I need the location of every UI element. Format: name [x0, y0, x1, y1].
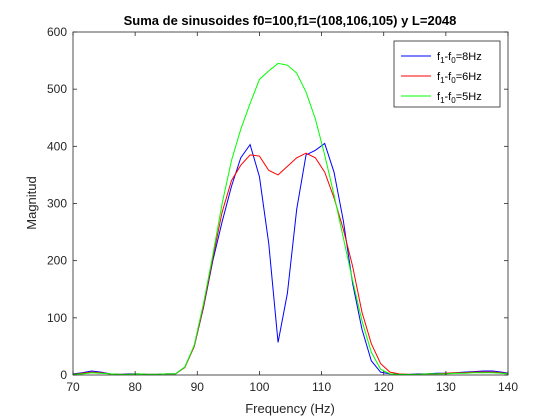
x-tick-label: 110 — [312, 380, 331, 394]
series-line-2 — [72, 62, 509, 375]
y-tick-label: 200 — [47, 254, 67, 268]
y-axis-label: Magnitud — [24, 176, 39, 229]
legend-text-part: =8Hz — [456, 51, 482, 63]
legend-text-part: 0 — [451, 96, 456, 105]
legend-label-1: f1-f0=6Hz — [437, 71, 482, 85]
legend-text-part: =6Hz — [456, 71, 482, 83]
x-tick-label: 80 — [128, 380, 142, 394]
x-tick-label: 70 — [66, 380, 80, 394]
y-tick-label: 0 — [60, 368, 67, 382]
legend-text-part: 1 — [440, 96, 445, 105]
legend-label-0: f1-f0=8Hz — [437, 51, 482, 65]
x-tick-label: 100 — [249, 380, 269, 394]
x-axis: 70 80 90 100 110 120 130 140 — [66, 32, 518, 394]
legend-text-part: 0 — [451, 56, 456, 65]
y-tick-label: 400 — [47, 139, 67, 153]
legend-label-2: f1-f0=5Hz — [437, 91, 482, 105]
legend-text-part: 1 — [440, 76, 445, 85]
legend-text-part: -f — [445, 51, 453, 63]
x-axis-label: Frequency (Hz) — [245, 401, 335, 416]
x-tick-label: 120 — [374, 380, 394, 394]
x-tick-label: 140 — [498, 380, 518, 394]
legend-text-part: -f — [445, 91, 453, 103]
legend-text-part: 1 — [440, 56, 445, 65]
legend-text-part: f — [437, 51, 441, 63]
legend-text-part: f — [437, 91, 441, 103]
legend-text-part: 0 — [451, 76, 456, 85]
legend-text-part: f — [437, 71, 441, 83]
y-tick-label: 500 — [47, 82, 67, 96]
series-layer — [72, 62, 509, 375]
x-tick-label: 90 — [191, 380, 205, 394]
x-tick-label: 130 — [436, 380, 456, 394]
legend-text-part: -f — [445, 71, 453, 83]
legend-text-part: =5Hz — [456, 91, 482, 103]
y-tick-label: 600 — [47, 25, 67, 39]
chart-title: Suma de sinusoides f0=100,f1=(108,106,10… — [124, 13, 457, 28]
y-tick-label: 300 — [47, 197, 67, 211]
y-tick-label: 100 — [47, 311, 67, 325]
